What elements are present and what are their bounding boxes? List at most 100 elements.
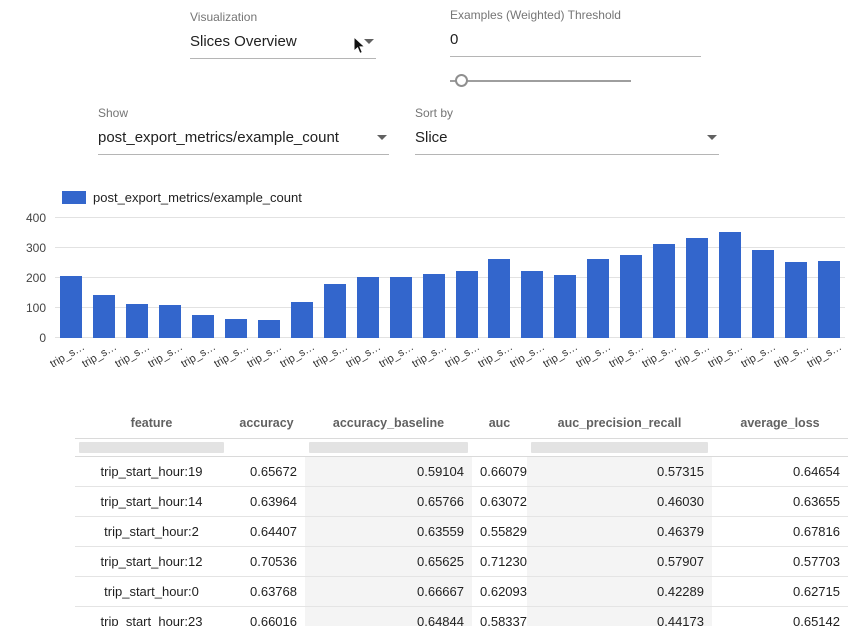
table-row[interactable]: trip_start_hour:120.705360.656250.712300… (75, 547, 848, 577)
chart-bar[interactable] (719, 232, 741, 338)
bars-container: trip_s…trip_s…trip_s…trip_s…trip_s…trip_… (55, 218, 845, 338)
metric-value-cell: 0.58337 (472, 607, 527, 626)
metric-value-cell: 0.63072 (472, 487, 527, 517)
x-axis-label: trip_s… (278, 341, 317, 370)
chart-bar[interactable] (60, 276, 82, 338)
bar-slot: trip_s… (516, 218, 549, 338)
column-header-auc[interactable]: auc (472, 408, 527, 439)
slider-knob[interactable] (455, 74, 468, 87)
chart-bar[interactable] (225, 319, 247, 339)
show-dropdown[interactable]: post_export_metrics/example_count (98, 127, 389, 155)
bar-slot: trip_s… (318, 218, 351, 338)
chart-bar[interactable] (752, 250, 774, 338)
metric-value-cell: 0.65142 (712, 607, 848, 626)
visualization-control: Visualization Slices Overview (190, 10, 376, 59)
plot-area: trip_s…trip_s…trip_s…trip_s…trip_s…trip_… (55, 218, 845, 338)
chart-bar[interactable] (587, 259, 609, 338)
column-header-accuracy[interactable]: accuracy (228, 408, 305, 439)
metric-value-cell: 0.57703 (712, 547, 848, 577)
gridline (55, 217, 845, 218)
bar-slot: trip_s… (483, 218, 516, 338)
metrics-table: featureaccuracyaccuracy_baselineaucauc_p… (75, 408, 848, 626)
threshold-value: 0 (450, 31, 458, 48)
chart-bar[interactable] (159, 305, 181, 338)
filter-box (531, 442, 708, 453)
chart-bar[interactable] (785, 262, 807, 338)
slider-track[interactable] (450, 80, 631, 82)
chart-bar[interactable] (93, 295, 115, 338)
bar-slot: trip_s… (812, 218, 845, 338)
chart-bar[interactable] (488, 259, 510, 339)
column-header-accuracy_baseline[interactable]: accuracy_baseline (305, 408, 472, 439)
legend-label: post_export_metrics/example_count (93, 190, 302, 205)
metric-value-cell: 0.71230 (472, 547, 527, 577)
x-axis-label: trip_s… (640, 341, 679, 370)
bar-slot: trip_s… (648, 218, 681, 338)
bar-slot: trip_s… (450, 218, 483, 338)
chart-bar[interactable] (291, 302, 313, 338)
chart-bar[interactable] (423, 274, 445, 339)
metric-value-cell: 0.59104 (305, 457, 472, 487)
metric-value-cell: 0.57315 (527, 457, 712, 487)
metric-value-cell: 0.70536 (228, 547, 305, 577)
filter-cell (75, 439, 228, 457)
x-axis-label: trip_s… (245, 341, 284, 370)
filter-cell (712, 439, 848, 457)
bar-slot: trip_s… (384, 218, 417, 338)
mouse-cursor-icon (353, 36, 367, 55)
chart-bar[interactable] (357, 277, 379, 339)
metric-value-cell: 0.63559 (305, 517, 472, 547)
bar-slot: trip_s… (779, 218, 812, 338)
chart-bar[interactable] (126, 304, 148, 338)
column-header-average_loss[interactable]: average_loss (712, 408, 848, 439)
chart-bar[interactable] (456, 271, 478, 339)
metric-value-cell: 0.63655 (712, 487, 848, 517)
metric-value-cell: 0.62715 (712, 577, 848, 607)
column-header-auc_precision_recall[interactable]: auc_precision_recall (527, 408, 712, 439)
sort-by-control: Sort by Slice (415, 106, 719, 155)
threshold-control: Examples (Weighted) Threshold 0 (450, 8, 701, 57)
filter-cell (472, 439, 527, 457)
sort-by-dropdown[interactable]: Slice (415, 127, 719, 155)
table-row[interactable]: trip_start_hour:230.660160.648440.583370… (75, 607, 848, 626)
threshold-slider[interactable] (450, 74, 631, 88)
metric-value-cell: 0.63964 (228, 487, 305, 517)
x-axis-label: trip_s… (607, 341, 646, 370)
chart-bar[interactable] (192, 315, 214, 338)
chart-bar[interactable] (390, 277, 412, 338)
chart-bar[interactable] (620, 255, 642, 338)
show-label: Show (98, 106, 389, 120)
visualization-dropdown[interactable]: Slices Overview (190, 31, 376, 59)
chart-bar[interactable] (258, 320, 280, 338)
bar-slot: trip_s… (88, 218, 121, 338)
metric-value-cell: 0.64844 (305, 607, 472, 626)
metric-value-cell: 0.65625 (305, 547, 472, 577)
x-axis-label: trip_s… (805, 341, 844, 370)
metric-value-cell: 0.63768 (228, 577, 305, 607)
chart-bar[interactable] (653, 244, 675, 338)
table-row[interactable]: trip_start_hour:140.639640.657660.630720… (75, 487, 848, 517)
metric-value-cell: 0.65672 (228, 457, 305, 487)
x-axis-label: trip_s… (81, 341, 120, 370)
bar-slot: trip_s… (351, 218, 384, 338)
x-axis-label: trip_s… (772, 341, 811, 370)
table-header-row: featureaccuracyaccuracy_baselineaucauc_p… (75, 408, 848, 439)
table-row[interactable]: trip_start_hour:20.644070.635590.558290.… (75, 517, 848, 547)
filter-box (309, 442, 468, 453)
threshold-input[interactable]: 0 (450, 29, 701, 57)
filter-box (79, 442, 224, 453)
table-row[interactable]: trip_start_hour:00.637680.666670.620930.… (75, 577, 848, 607)
chart-bar[interactable] (686, 238, 708, 338)
show-value: post_export_metrics/example_count (98, 129, 339, 146)
table-row[interactable]: trip_start_hour:190.656720.591040.660790… (75, 457, 848, 487)
metric-value-cell: 0.62093 (472, 577, 527, 607)
chart-bar[interactable] (324, 284, 346, 338)
column-header-feature[interactable]: feature (75, 408, 228, 439)
chart-bar[interactable] (818, 261, 840, 338)
feature-cell: trip_start_hour:2 (75, 517, 228, 547)
x-axis-label: trip_s… (443, 341, 482, 370)
chart-bar[interactable] (521, 271, 543, 338)
filter-cell (228, 439, 305, 457)
chart-bar[interactable] (554, 275, 576, 338)
metric-value-cell: 0.67816 (712, 517, 848, 547)
